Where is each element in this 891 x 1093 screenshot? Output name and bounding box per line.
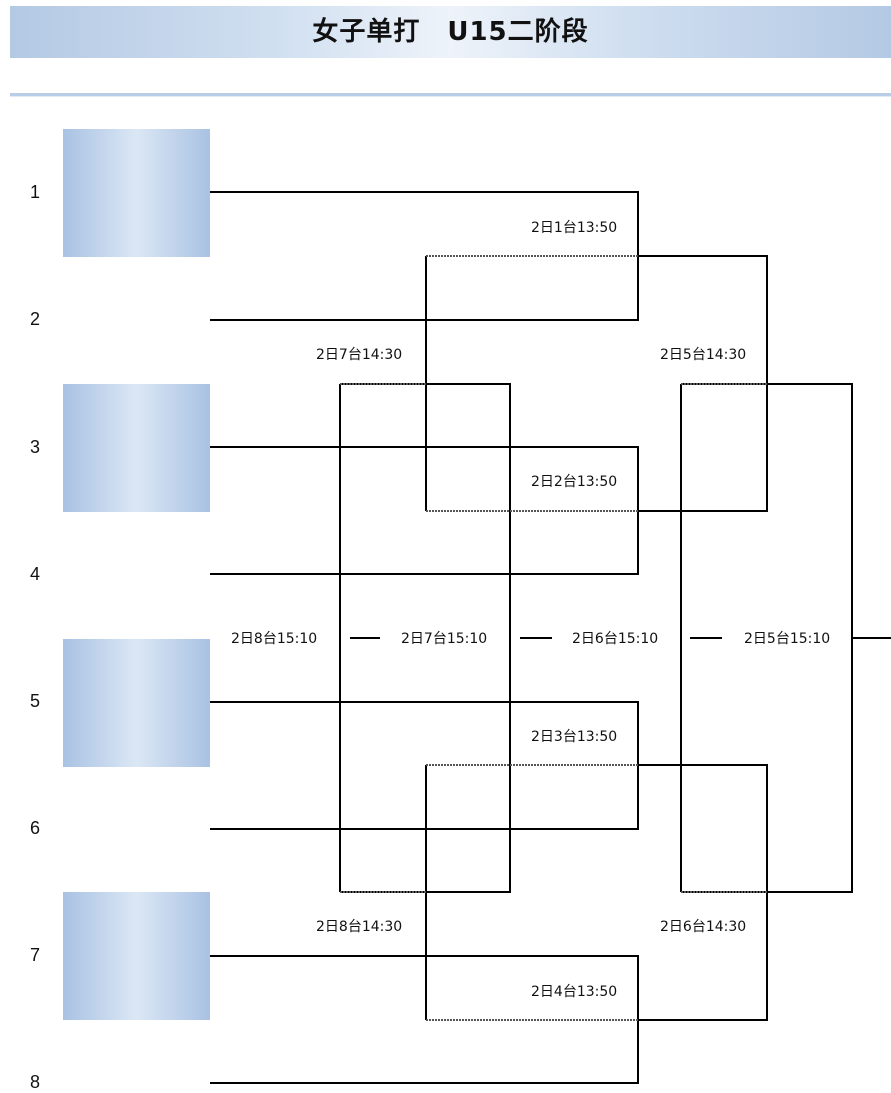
match-label-r1-m3: 2日3台13:50 [531, 729, 617, 745]
match-label-r1-m1: 2日1台13:50 [531, 220, 617, 236]
seed-number-1: 1 [30, 182, 41, 202]
seed-number-6: 6 [30, 818, 41, 838]
header-band [10, 6, 891, 58]
player-slot-5 [63, 639, 210, 767]
match-label-final-6: 2日6台15:10 [572, 631, 658, 647]
match-label-r2-top-left: 2日7台14:30 [316, 347, 402, 363]
match-label-r2-bottom-left: 2日8台14:30 [316, 919, 402, 935]
match-label-r1-m2: 2日2台13:50 [531, 474, 617, 490]
player-slot-3 [63, 384, 210, 512]
player-slot-7 [63, 892, 210, 1020]
match-label-r2-top-right: 2日5台14:30 [660, 347, 746, 363]
match-label-final-7: 2日7台15:10 [401, 631, 487, 647]
match-label-r1-m4: 2日4台13:50 [531, 984, 617, 1000]
bracket-line-semi-a [425, 383, 511, 1020]
page-title: 女子单打 U15二阶段 [312, 17, 589, 47]
seed-number-4: 4 [30, 564, 41, 584]
seed-number-2: 2 [30, 309, 41, 329]
match-label-final-8: 2日8台15:10 [231, 631, 317, 647]
seed-number-8: 8 [30, 1072, 41, 1092]
subheader-bar [10, 58, 891, 96]
seed-number-3: 3 [30, 437, 41, 457]
match-label-final-5: 2日5台15:10 [744, 631, 830, 647]
seed-number-7: 7 [30, 945, 41, 965]
player-slot-1 [63, 129, 210, 257]
match-label-r2-bottom-right: 2日6台14:30 [660, 919, 746, 935]
seed-number-5: 5 [30, 691, 41, 711]
